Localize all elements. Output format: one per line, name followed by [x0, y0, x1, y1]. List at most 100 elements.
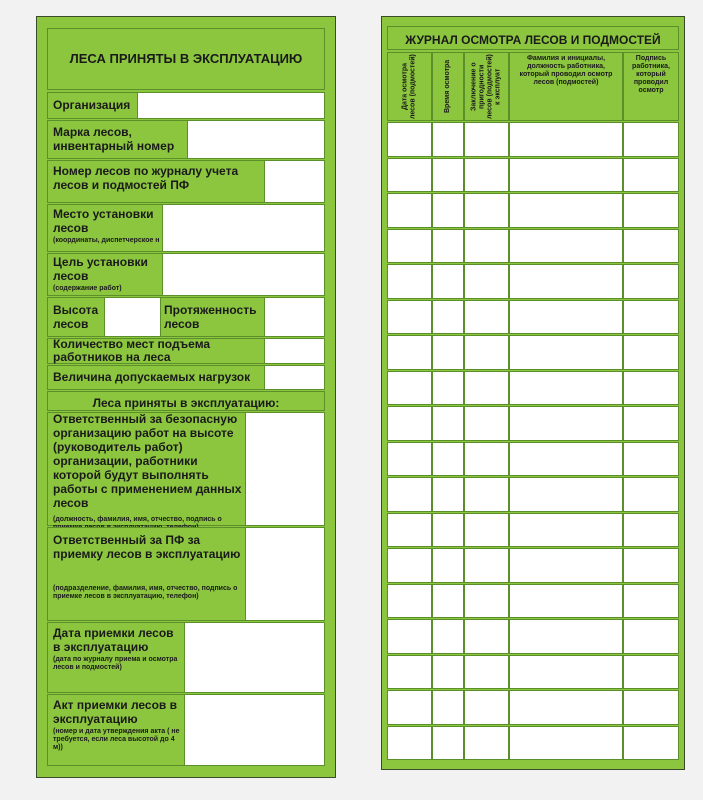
field-note: (координаты, диспетчерское н	[53, 237, 160, 244]
journal-cell	[432, 193, 464, 228]
journal-cell	[432, 441, 464, 476]
column-header: Дата осмотра лесов (подмостей)	[401, 54, 417, 119]
journal-cell	[623, 370, 679, 405]
journal-cell	[623, 157, 679, 192]
journal-cell	[623, 193, 679, 228]
card-title: ЛЕСА ПРИНЯТЫ В ЭКСПЛУАТАЦИЮ	[69, 51, 303, 66]
field-label: Марка лесов, инвентарный номер	[53, 125, 175, 153]
journal-cell	[464, 370, 509, 405]
journal-cell	[432, 512, 464, 547]
journal-cell	[509, 583, 623, 618]
journal-cell	[464, 193, 509, 228]
column-header-cell	[623, 52, 679, 121]
field-label: Высота лесов	[53, 303, 99, 331]
journal-cell	[432, 299, 464, 334]
input-box	[245, 527, 325, 621]
journal-cell	[464, 477, 509, 512]
journal-cell	[623, 619, 679, 654]
journal-cell	[623, 264, 679, 299]
journal-cell	[509, 654, 623, 689]
journal-cell	[464, 122, 509, 157]
journal-cell	[623, 441, 679, 476]
journal-cell	[509, 441, 623, 476]
journal-cell	[464, 228, 509, 263]
journal-cell	[387, 654, 432, 689]
input-box	[184, 622, 325, 693]
journal-cell	[509, 157, 623, 192]
journal-cell	[387, 370, 432, 405]
journal-cell	[509, 548, 623, 583]
journal-cell	[623, 299, 679, 334]
journal-cell	[387, 122, 432, 157]
journal-cell	[432, 619, 464, 654]
journal-cell	[464, 583, 509, 618]
journal-cell	[432, 548, 464, 583]
journal-cell	[623, 654, 679, 689]
input-box	[184, 694, 325, 766]
journal-cell	[623, 406, 679, 441]
journal-cell	[432, 335, 464, 370]
journal-cell	[432, 654, 464, 689]
field-note: (содержание работ)	[53, 285, 122, 292]
input-box	[264, 160, 325, 203]
journal-cell	[432, 477, 464, 512]
journal-cell	[623, 122, 679, 157]
field-label: Количество мест подъема работников на ле…	[53, 337, 211, 364]
journal-cell	[464, 619, 509, 654]
journal-cell	[464, 548, 509, 583]
column-header-cell	[432, 52, 464, 121]
field-note: (подразделение, фамилия, имя, отчество, …	[53, 585, 238, 600]
journal-cell	[432, 157, 464, 192]
input-box	[264, 365, 325, 390]
journal-cell	[464, 406, 509, 441]
journal-cell	[509, 725, 623, 760]
journal-cell	[387, 335, 432, 370]
journal-cell	[464, 441, 509, 476]
journal-cell	[387, 157, 432, 192]
input-box	[187, 120, 325, 159]
journal-cell	[432, 725, 464, 760]
journal-cell	[509, 512, 623, 547]
journal-cell	[464, 335, 509, 370]
journal-cell	[464, 157, 509, 192]
journal-cell	[387, 228, 432, 263]
journal-cell	[464, 725, 509, 760]
journal-cell	[623, 477, 679, 512]
journal-cell	[623, 690, 679, 725]
journal-cell	[387, 299, 432, 334]
journal-cell	[464, 299, 509, 334]
journal-cell	[464, 264, 509, 299]
column-header: Заключение о пригодности лесов (подмосте…	[470, 54, 502, 119]
field-note: (дата по журналу приема и осмотра лесов …	[53, 656, 178, 671]
journal-cell	[509, 264, 623, 299]
journal-cell	[464, 654, 509, 689]
field-label: Ответственный за безопасную организацию …	[53, 412, 242, 510]
journal-cell	[432, 406, 464, 441]
journal-cell	[509, 370, 623, 405]
journal-cell	[509, 477, 623, 512]
section-header: Леса приняты в эксплуатацию:	[92, 396, 280, 410]
journal-title-box: ЖУРНАЛ ОСМОТРА ЛЕСОВ И ПОДМОСТЕЙ	[387, 26, 679, 50]
journal-cell	[432, 228, 464, 263]
field-label: Цель установки лесов	[53, 255, 148, 283]
journal-cell	[464, 512, 509, 547]
field-label: Акт приемки лесов в эксплуатацию	[53, 698, 178, 726]
journal-cell	[432, 370, 464, 405]
journal-cell	[387, 690, 432, 725]
journal-cell	[623, 583, 679, 618]
column-header: Время осмотра	[444, 59, 451, 114]
journal-cell	[387, 725, 432, 760]
field-label: Ответственный за ПФ за приемку лесов в э…	[53, 533, 241, 561]
journal-cell	[432, 583, 464, 618]
journal-cell	[623, 228, 679, 263]
journal-cell	[509, 690, 623, 725]
field-note: (номер и дата утверждения акта ( не треб…	[53, 728, 180, 751]
field-label: Протяженность лесов	[164, 303, 257, 331]
card-title-box: ЛЕСА ПРИНЯТЫ В ЭКСПЛУАТАЦИЮ	[47, 28, 325, 90]
field-label: Организация	[53, 98, 131, 112]
journal-cell	[387, 477, 432, 512]
field-label: Место установки лесов	[53, 207, 154, 235]
column-header: Фамилия и инициалы, должность работника,…	[519, 55, 613, 86]
journal-title: ЖУРНАЛ ОСМОТРА ЛЕСОВ И ПОДМОСТЕЙ	[405, 33, 661, 47]
